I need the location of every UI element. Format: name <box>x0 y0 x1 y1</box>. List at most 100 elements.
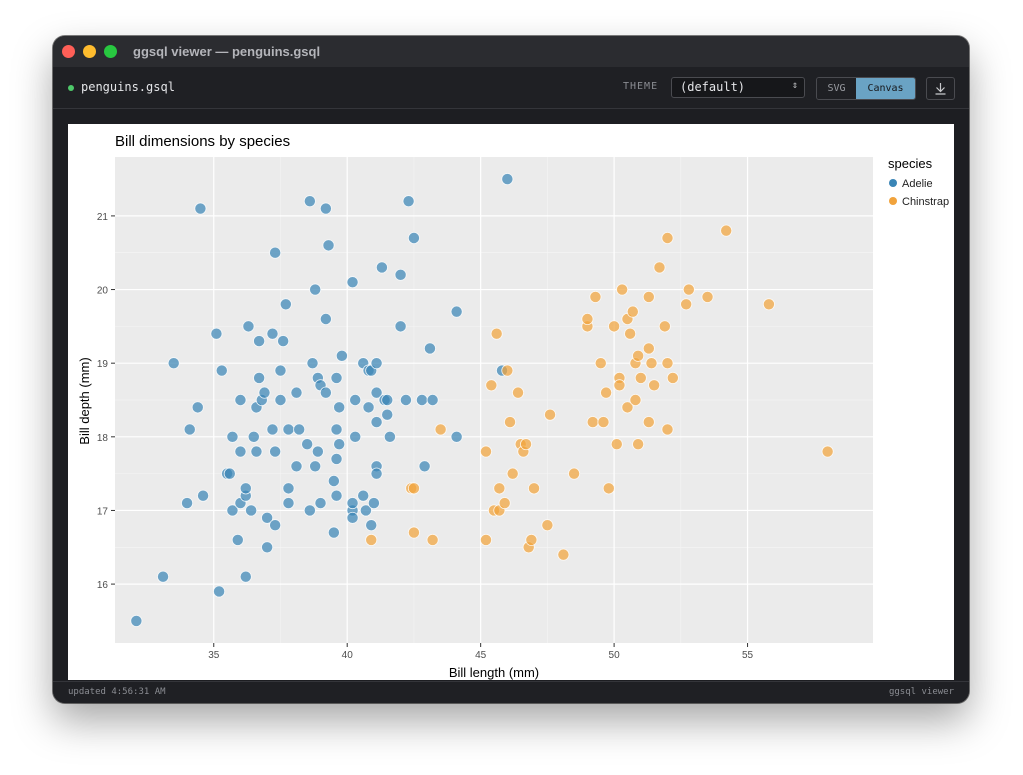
point-adelie <box>258 386 271 399</box>
download-button[interactable] <box>926 77 955 100</box>
point-chinstrap <box>557 548 570 561</box>
point-chinstrap <box>581 312 594 325</box>
point-adelie <box>269 519 282 532</box>
point-chinstrap <box>520 438 533 451</box>
point-adelie <box>303 504 316 517</box>
point-adelie <box>394 268 407 281</box>
point-adelie <box>253 335 266 348</box>
legend-key-chinstrap <box>889 197 897 205</box>
point-adelie <box>226 430 239 443</box>
y-axis-ticks: 16 17 18 19 20 21 <box>97 212 115 591</box>
point-adelie <box>290 460 303 473</box>
point-chinstrap <box>498 497 511 510</box>
download-icon <box>935 83 946 95</box>
point-chinstrap <box>528 482 541 495</box>
point-adelie <box>370 467 383 480</box>
point-adelie <box>309 460 322 473</box>
point-chinstrap <box>661 357 674 370</box>
point-chinstrap <box>645 357 658 370</box>
y-tick-label: 16 <box>97 580 109 591</box>
point-chinstrap <box>504 416 517 429</box>
point-adelie <box>314 497 327 510</box>
y-axis-title: Bill depth (mm) <box>77 357 92 444</box>
point-adelie <box>327 526 340 539</box>
point-adelie <box>319 312 332 325</box>
point-adelie <box>309 283 322 296</box>
point-chinstrap <box>525 533 538 546</box>
point-adelie <box>402 195 415 208</box>
point-adelie <box>319 202 332 215</box>
point-adelie <box>167 357 180 370</box>
point-adelie <box>250 445 263 458</box>
point-adelie <box>322 239 335 252</box>
point-chinstrap <box>648 379 661 392</box>
point-adelie <box>346 276 359 289</box>
canvas-render-button[interactable]: Canvas <box>856 78 915 99</box>
close-window-button[interactable] <box>62 45 75 58</box>
point-adelie <box>381 408 394 421</box>
x-tick-label: 45 <box>475 650 487 661</box>
point-adelie <box>269 445 282 458</box>
point-chinstrap <box>653 261 666 274</box>
point-chinstrap <box>624 327 637 340</box>
point-chinstrap <box>501 364 514 377</box>
zoom-window-button[interactable] <box>104 45 117 58</box>
point-chinstrap <box>493 482 506 495</box>
point-adelie <box>234 445 247 458</box>
point-chinstrap <box>568 467 581 480</box>
theme-select-value: (default) <box>680 80 746 94</box>
plot-area: Bill dimensions by species 16 17 18 19 20 21 … <box>68 124 954 680</box>
viewer-label: ggsql viewer <box>888 687 954 697</box>
point-adelie <box>226 504 239 517</box>
point-adelie <box>231 533 244 546</box>
point-chinstrap <box>680 298 693 311</box>
point-chinstrap <box>642 342 655 355</box>
y-tick-label: 17 <box>97 506 109 517</box>
chevron-updown-icon: ⇕ <box>791 80 798 91</box>
point-chinstrap <box>365 533 378 546</box>
minimize-window-button[interactable] <box>83 45 96 58</box>
point-adelie <box>266 423 279 436</box>
point-adelie <box>501 173 514 186</box>
point-adelie <box>274 393 287 406</box>
svg-render-button[interactable]: SVG <box>817 78 856 99</box>
point-adelie <box>234 393 247 406</box>
y-tick-label: 21 <box>97 212 109 223</box>
legend-label-chinstrap: Chinstrap <box>902 196 949 208</box>
point-chinstrap <box>634 371 647 384</box>
point-adelie <box>282 497 295 510</box>
title-bar: ggsql viewer — penguins.gsql <box>53 36 969 67</box>
point-adelie <box>130 614 143 627</box>
point-adelie <box>394 320 407 333</box>
theme-select[interactable]: (default) ⇕ <box>671 77 805 98</box>
data-points <box>130 173 834 627</box>
updated-timestamp: updated 4:56:31 AM <box>68 687 166 697</box>
point-chinstrap <box>626 305 639 318</box>
point-chinstrap <box>632 349 645 362</box>
y-tick-label: 19 <box>97 359 109 370</box>
toolbar: penguins.gsql THEME (default) ⇕ SVG Canv… <box>53 67 969 109</box>
point-adelie <box>349 430 362 443</box>
point-adelie <box>330 423 343 436</box>
point-chinstrap <box>594 357 607 370</box>
legend: species Adelie Chinstrap <box>888 156 949 208</box>
point-chinstrap <box>490 327 503 340</box>
point-adelie <box>274 364 287 377</box>
legend-label-adelie: Adelie <box>902 178 933 190</box>
point-chinstrap <box>434 423 447 436</box>
y-tick-label: 20 <box>97 286 109 297</box>
point-chinstrap <box>426 533 439 546</box>
render-mode-toggle: SVG Canvas <box>816 77 916 100</box>
point-chinstrap <box>642 290 655 303</box>
file-status-dot <box>68 85 74 91</box>
point-chinstrap <box>613 379 626 392</box>
point-chinstrap <box>597 416 610 429</box>
point-adelie <box>375 261 388 274</box>
point-adelie <box>415 393 428 406</box>
point-adelie <box>450 430 463 443</box>
point-adelie <box>245 504 258 517</box>
point-chinstrap <box>586 416 599 429</box>
point-adelie <box>450 305 463 318</box>
point-adelie <box>253 371 266 384</box>
status-bar: updated 4:56:31 AM ggsql viewer <box>53 681 969 703</box>
